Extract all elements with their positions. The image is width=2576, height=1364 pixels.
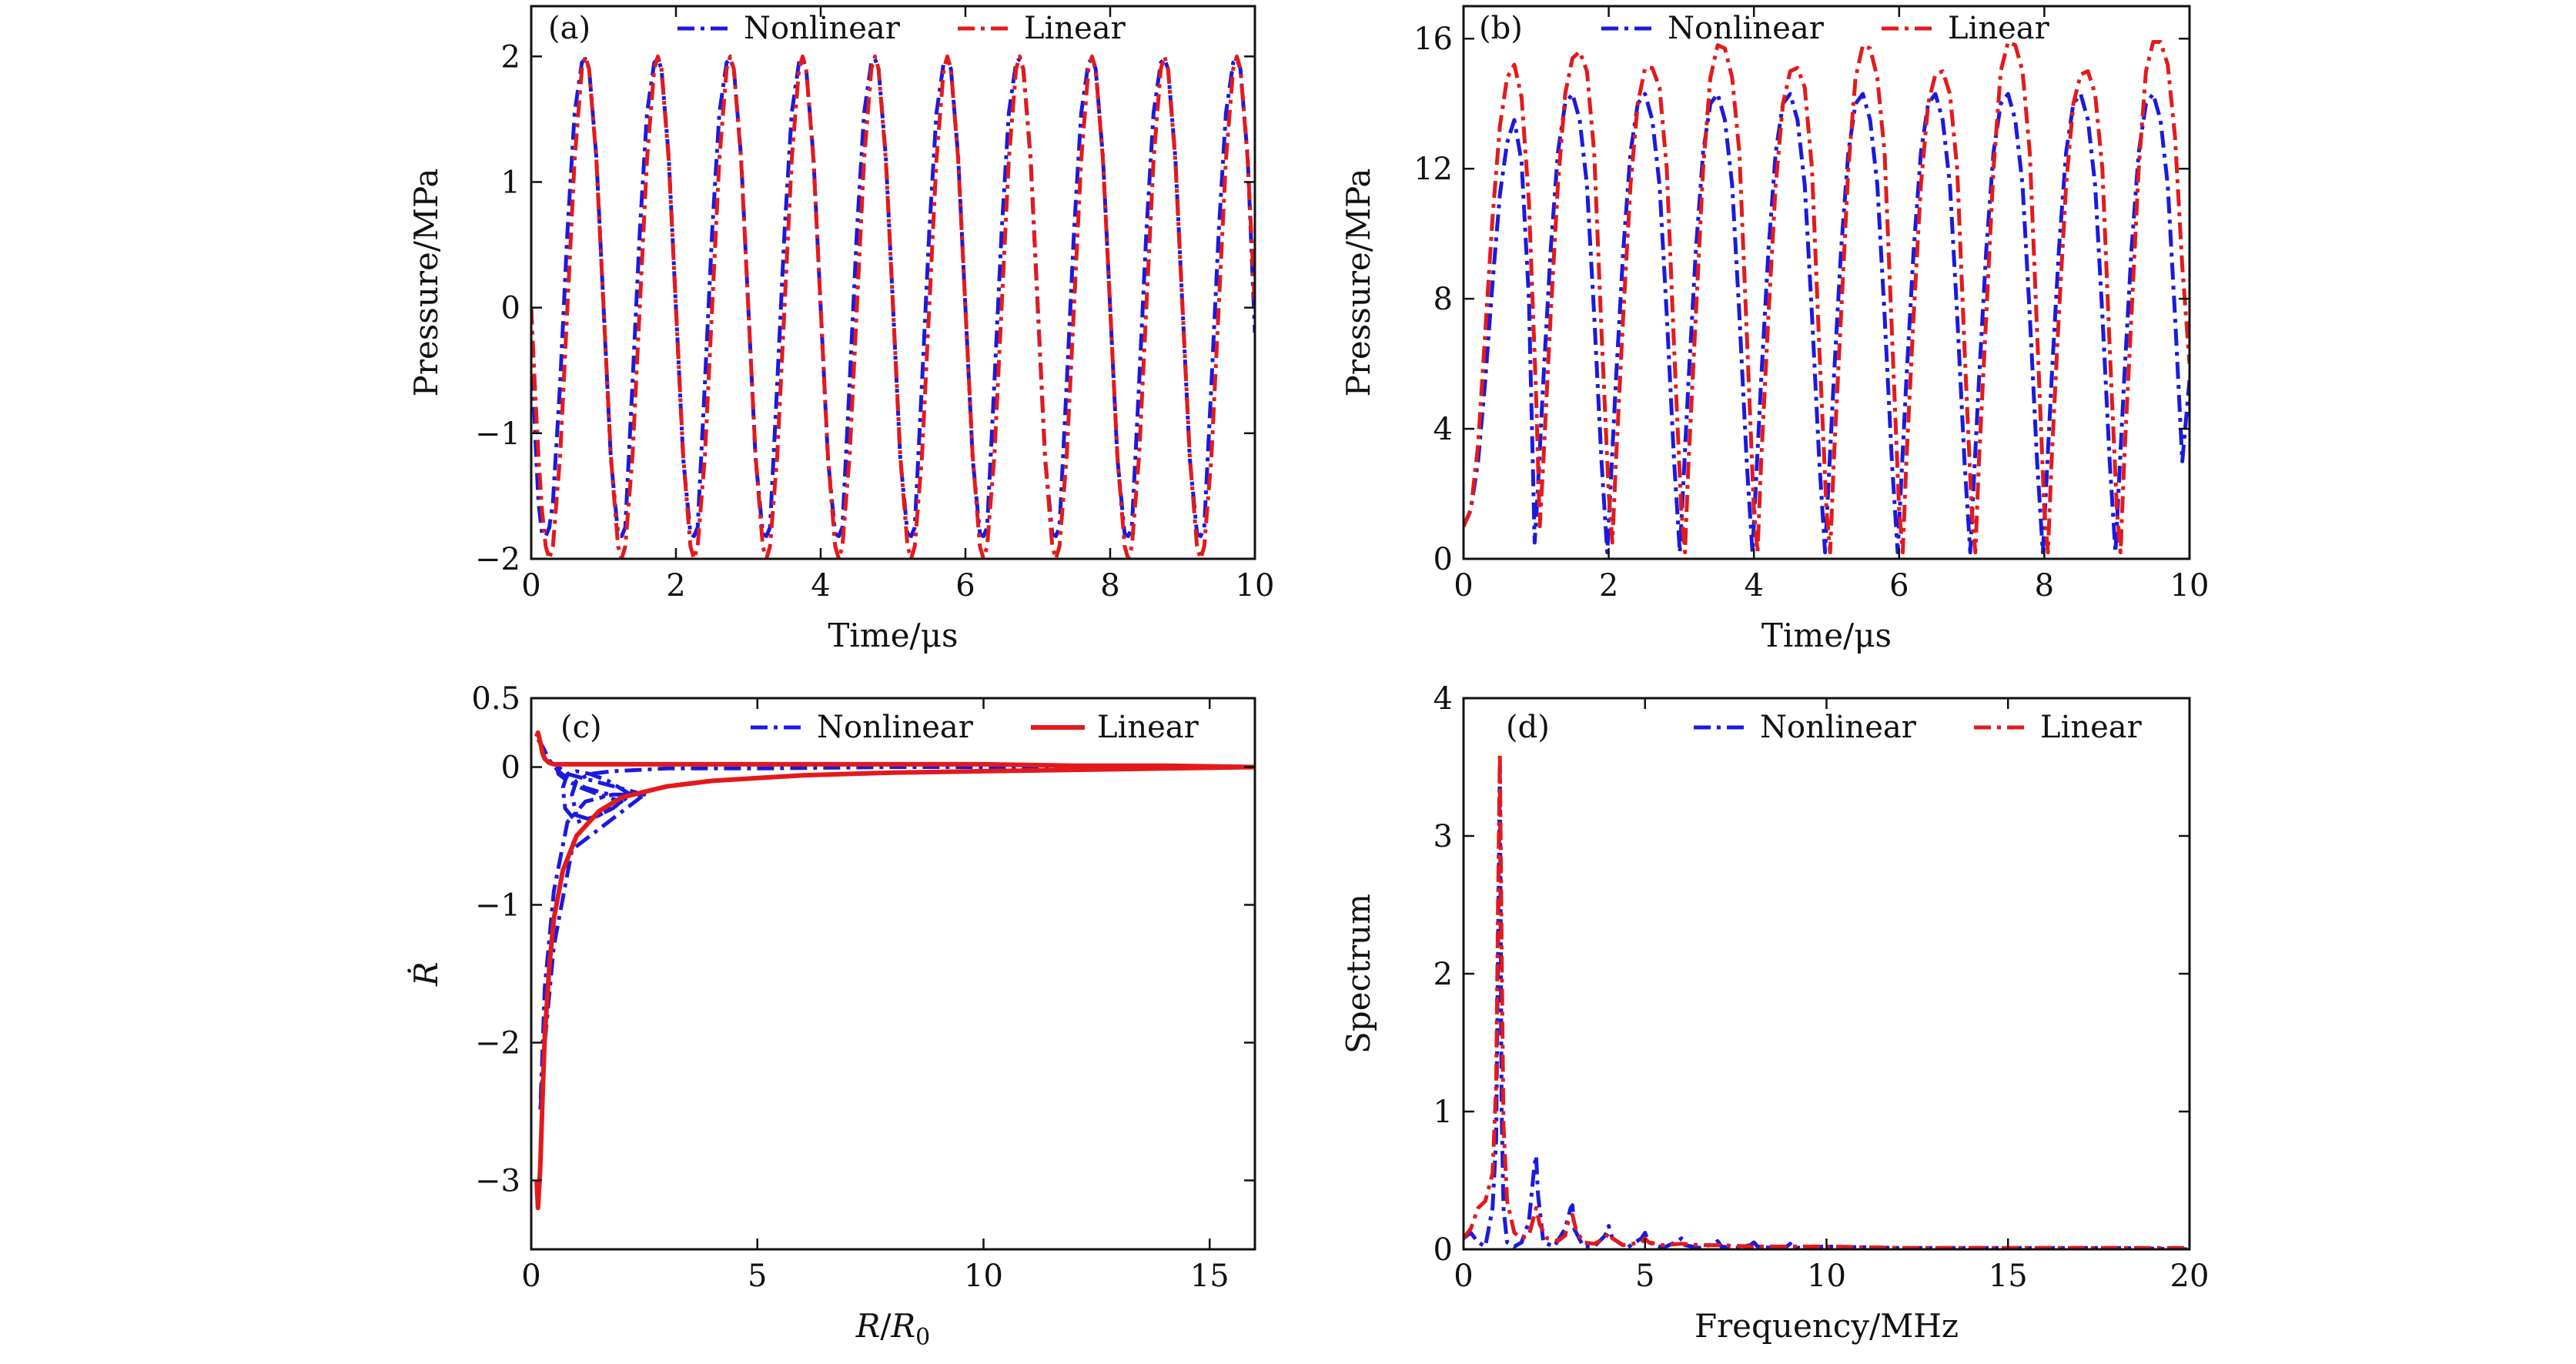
series-group bbox=[531, 54, 1255, 559]
y-tick-label: 0 bbox=[501, 751, 520, 786]
x-axis-label: Frequency/MHz bbox=[1694, 1307, 1959, 1345]
y-tick-label: 2 bbox=[1434, 957, 1453, 992]
chart-panel-a: 0 2 4 6 8 10 −2 −1 0 1 2 Time/μs Pressure/MPa (a) Nonl… bbox=[407, 5, 1275, 654]
x-tick-label: 10 bbox=[1807, 1259, 1846, 1294]
series-line-linear bbox=[534, 730, 1255, 1211]
y-tick-label: −1 bbox=[475, 416, 520, 452]
x-tick-label: 6 bbox=[955, 568, 975, 603]
x-tick-label: 10 bbox=[1236, 568, 1275, 603]
x-axis-label: R/R0 bbox=[855, 1307, 931, 1351]
x-tick-label: 8 bbox=[2035, 568, 2054, 603]
x-tick-label: 5 bbox=[748, 1259, 767, 1294]
y-tick-label: 4 bbox=[1434, 412, 1453, 447]
series-group bbox=[1464, 40, 2190, 555]
legend-label-linear: Linear bbox=[1097, 710, 1199, 745]
plot-frame bbox=[530, 5, 1256, 560]
y-tick-label: 0 bbox=[1434, 1232, 1453, 1268]
panel-label: (b) bbox=[1479, 11, 1523, 46]
series-group bbox=[1464, 751, 2190, 1249]
chart-panel-b: 0 2 4 6 8 10 0 4 8 12 16 Time/μs Pressure/MPa (b) Nonl… bbox=[1340, 5, 2210, 654]
x-tick-label: 0 bbox=[521, 568, 540, 603]
series-line-nonlinear bbox=[1464, 765, 2190, 1249]
x-tick-label: 0 bbox=[521, 1259, 540, 1294]
y-tick-label: 1 bbox=[1434, 1095, 1453, 1130]
plot-frame bbox=[530, 697, 1256, 1251]
chart-panel-d: 0 5 10 15 20 0 1 2 3 4 Frequency/MHz Spectrum (d) Non… bbox=[1340, 681, 2209, 1345]
x-axis-label: Time/μs bbox=[828, 617, 958, 654]
series-line-nonlinear bbox=[531, 57, 1255, 539]
y-tick-label: 1 bbox=[501, 165, 520, 200]
x-tick-label: 20 bbox=[2170, 1259, 2210, 1294]
y-axis-label: Spectrum bbox=[1340, 894, 1377, 1054]
legend: Nonlinear Linear bbox=[751, 710, 1199, 745]
plot-frame bbox=[1462, 697, 2191, 1251]
y-tick-label: 12 bbox=[1413, 152, 1453, 187]
plot-frame bbox=[1462, 5, 2191, 560]
x-tick-label: 6 bbox=[1889, 568, 1909, 603]
series-group bbox=[534, 730, 1255, 1211]
panel-label: (d) bbox=[1506, 710, 1550, 745]
x-tick-label: 10 bbox=[2170, 568, 2210, 603]
x-tick-label: 4 bbox=[1744, 568, 1763, 603]
panel-label: (a) bbox=[548, 11, 590, 46]
y-tick-label: 4 bbox=[1434, 681, 1453, 717]
y-tick-label: −3 bbox=[475, 1164, 520, 1199]
series-line-nonlinear bbox=[536, 738, 1255, 1114]
series-line-linear bbox=[1464, 751, 2190, 1249]
series-line-linear bbox=[1464, 40, 2190, 555]
x-tick-label: 2 bbox=[1599, 568, 1618, 603]
y-tick-label: 0.5 bbox=[471, 681, 520, 717]
y-axis-label: Ṙ bbox=[406, 961, 445, 987]
legend-label-linear: Linear bbox=[2040, 710, 2143, 745]
legend: Nonlinear Linear bbox=[1694, 710, 2143, 745]
y-tick-label: 2 bbox=[501, 39, 520, 75]
x-tick-label: 2 bbox=[666, 568, 685, 603]
legend-label-nonlinear: Nonlinear bbox=[1668, 11, 1825, 46]
x-tick-label: 0 bbox=[1454, 568, 1473, 603]
chart-panel-c: 0 5 10 15 −3 −2 −1 0 0.5 R/R0 Ṙ (c) Nonlinear Linear bbox=[406, 681, 1256, 1351]
y-tick-label: 3 bbox=[1434, 819, 1453, 854]
y-tick-label: −1 bbox=[475, 888, 520, 924]
x-tick-label: 5 bbox=[1635, 1259, 1654, 1294]
series-line-linear bbox=[531, 54, 1255, 559]
legend: Nonlinear Linear bbox=[1601, 11, 2050, 46]
y-tick-label: 16 bbox=[1413, 22, 1453, 57]
y-tick-label: 0 bbox=[501, 291, 520, 326]
y-tick-label: −2 bbox=[475, 1026, 520, 1061]
panel-label: (c) bbox=[560, 710, 602, 745]
legend-label-nonlinear: Nonlinear bbox=[817, 710, 974, 745]
x-axis-label: Time/μs bbox=[1761, 617, 1892, 654]
y-axis-label: Pressure/MPa bbox=[407, 169, 445, 397]
x-tick-label: 15 bbox=[1989, 1259, 2028, 1294]
y-tick-label: 0 bbox=[1434, 542, 1453, 577]
legend-label-nonlinear: Nonlinear bbox=[744, 11, 901, 46]
x-tick-label: 4 bbox=[811, 568, 830, 603]
legend-label-linear: Linear bbox=[1948, 11, 2050, 46]
x-tick-label: 8 bbox=[1100, 568, 1119, 603]
legend: Nonlinear Linear bbox=[677, 11, 1126, 46]
x-tick-label: 0 bbox=[1454, 1259, 1473, 1294]
y-tick-label: 8 bbox=[1434, 282, 1453, 317]
y-tick-label: −2 bbox=[475, 542, 520, 577]
x-tick-label: 10 bbox=[964, 1259, 1003, 1294]
legend-label-linear: Linear bbox=[1024, 11, 1126, 46]
legend-label-nonlinear: Nonlinear bbox=[1760, 710, 1917, 745]
y-axis-label: Pressure/MPa bbox=[1340, 169, 1377, 397]
x-tick-label: 15 bbox=[1190, 1259, 1229, 1294]
